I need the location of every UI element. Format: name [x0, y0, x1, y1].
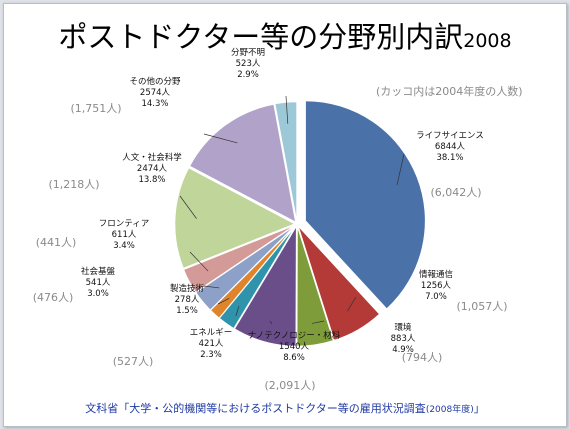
- leader-line-10: [203, 133, 238, 144]
- slice-label-3: 環境 883人 4.9%: [391, 322, 416, 355]
- previous-count-2: (1,057人): [456, 300, 507, 313]
- previous-count-5: (527人): [113, 355, 154, 368]
- previous-count-7: (476人): [33, 291, 74, 304]
- pie-slice-10: [188, 103, 297, 224]
- source-main: 文科省「大学・公的機関等におけるポストドクター等の雇用状況調査: [85, 402, 426, 415]
- source-citation: 文科省「大学・公的機関等におけるポストドクター等の雇用状況調査(2008年度)」: [4, 400, 566, 416]
- pie-slice-8: [182, 224, 296, 293]
- leader-line-3: [312, 320, 325, 324]
- previous-count-3: (794人): [402, 351, 443, 364]
- slice-label-1: ライフサイエンス 6844人 38.1%: [416, 131, 484, 163]
- slice-label-7: 社会基盤 541人 3.0%: [81, 266, 116, 299]
- previous-count-1: (6,042人): [430, 186, 481, 199]
- leader-line-1: [396, 153, 405, 185]
- page-title: ポストドクター等の分野別内訳2008: [4, 14, 566, 56]
- leader-line-9: [179, 195, 197, 219]
- slice-label-10: その他の分野 2574人 14.3%: [129, 76, 181, 109]
- source-close: 」: [473, 402, 485, 415]
- slice-label-4: ナノテクノロジー・材料 1540人 8.6%: [248, 330, 341, 363]
- pie-slice-3: [296, 226, 335, 347]
- title-year: 2008: [463, 30, 512, 52]
- pie-slice-4: [233, 224, 297, 347]
- leader-line-4: [269, 320, 273, 325]
- title-main: ポストドクター等の分野別内訳: [58, 20, 464, 54]
- previous-count-8: (441人): [36, 236, 77, 249]
- pie-slices: [174, 100, 426, 347]
- leader-line-8: [189, 251, 209, 272]
- pie-slice-11: [274, 101, 298, 222]
- pie-slice-1: [304, 100, 426, 310]
- slide: ポストドクター等の分野別内訳2008 (カッコ内は2004年度の人数) ライフサ…: [3, 3, 567, 427]
- slice-label-9: 人文・社会科学 2474人 13.8%: [122, 152, 182, 185]
- slice-label-6: 製造技術 278人 1.5%: [170, 283, 205, 316]
- pie-chart: ライフサイエンス 6844人 38.1% 情報通信 1256人 7.0%環境 883人 4.9…: [33, 48, 508, 392]
- previous-count-9: (1,218人): [48, 178, 99, 191]
- leader-line-2: [347, 296, 357, 312]
- slice-label-5: エネルギー 421人 2.3%: [190, 328, 233, 360]
- slice-label-11: 分野不明 523人 2.9%: [231, 48, 265, 80]
- leader-lines: [179, 95, 405, 325]
- pie-slice-2: [297, 225, 381, 341]
- source-detail: (2008年度): [425, 405, 474, 415]
- leader-line-11: [285, 95, 289, 124]
- slice-label-2: 情報通信 1256人 7.0%: [419, 269, 454, 302]
- previous-counts: (6,042人) (1,057人) (794人) (2,091人) (527人) (476…: [33, 102, 508, 392]
- leader-line-7: [203, 285, 220, 289]
- previous-count-10: (1,751人): [70, 102, 121, 115]
- leader-line-5: [235, 305, 240, 317]
- chart-note: (カッコ内は2004年度の人数): [376, 85, 523, 98]
- slice-labels: ライフサイエンス 6844人 38.1% 情報通信 1256人 7.0%環境 883人 4.9…: [81, 48, 484, 363]
- leader-line-6: [217, 298, 230, 305]
- previous-count-4: (2,091人): [264, 379, 315, 392]
- pie-slice-9: [174, 167, 296, 270]
- slice-label-8: フロンティア 611人 3.4%: [99, 219, 150, 251]
